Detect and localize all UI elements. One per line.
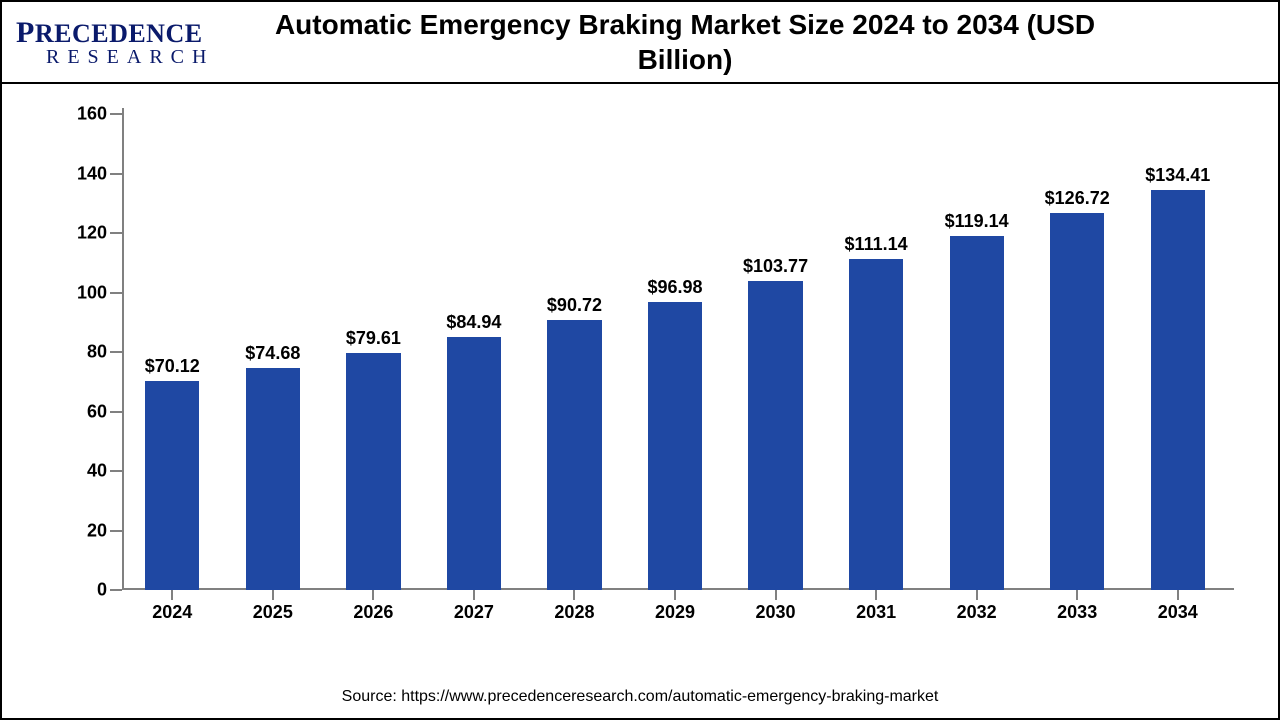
y-tick-label: 0 — [67, 580, 107, 601]
x-tick-label: 2030 — [756, 602, 796, 623]
x-tick — [976, 590, 978, 600]
y-tick-label: 160 — [67, 104, 107, 125]
chart-zone: 020406080100120140160 $70.122024$74.6820… — [2, 84, 1278, 680]
y-tick — [110, 232, 122, 234]
y-tick-label: 20 — [67, 520, 107, 541]
bar-value-label: $74.68 — [245, 343, 300, 364]
bar-slot: $126.722033 — [1027, 114, 1128, 590]
bar-slot: $74.682025 — [223, 114, 324, 590]
bar-value-label: $84.94 — [446, 312, 501, 333]
header-row: PRECEDENCE RESEARCH Automatic Emergency … — [2, 2, 1278, 84]
bar-value-label: $79.61 — [346, 328, 401, 349]
y-tick-label: 40 — [67, 461, 107, 482]
y-tick-label: 100 — [67, 282, 107, 303]
x-tick — [1076, 590, 1078, 600]
y-tick — [110, 351, 122, 353]
y-tick — [110, 589, 122, 591]
bar-rect — [648, 302, 702, 591]
x-tick-label: 2029 — [655, 602, 695, 623]
bar-value-label: $70.12 — [145, 356, 200, 377]
bar-rect — [849, 259, 903, 590]
brand-logo: PRECEDENCE RESEARCH — [16, 12, 226, 72]
bar-slot: $134.412034 — [1127, 114, 1228, 590]
bar-rect — [145, 381, 199, 590]
y-tick — [110, 113, 122, 115]
x-tick-label: 2033 — [1057, 602, 1097, 623]
bar-slot: $111.142031 — [826, 114, 927, 590]
bar-slot: $96.982029 — [625, 114, 726, 590]
y-tick — [110, 530, 122, 532]
y-tick — [110, 292, 122, 294]
bar-rect — [950, 236, 1004, 590]
logo-line1: PRECEDENCE — [16, 16, 226, 50]
bar-slot: $90.722028 — [524, 114, 625, 590]
logo-line2: RESEARCH — [16, 46, 226, 69]
chart-title: Automatic Emergency Braking Market Size … — [226, 7, 1144, 77]
y-tick-label: 120 — [67, 223, 107, 244]
y-tick — [110, 411, 122, 413]
y-tick-label: 60 — [67, 401, 107, 422]
bar-value-label: $126.72 — [1045, 188, 1110, 209]
x-tick — [875, 590, 877, 600]
x-tick — [1177, 590, 1179, 600]
y-tick — [110, 470, 122, 472]
x-tick — [775, 590, 777, 600]
x-tick-label: 2026 — [353, 602, 393, 623]
x-tick — [674, 590, 676, 600]
x-tick-label: 2034 — [1158, 602, 1198, 623]
bar-rect — [1151, 190, 1205, 590]
plot-area: 020406080100120140160 $70.122024$74.6820… — [122, 114, 1228, 590]
bars-container: $70.122024$74.682025$79.612026$84.942027… — [122, 114, 1228, 590]
bar-rect — [346, 353, 400, 590]
logo-letter-p: P — [16, 16, 35, 49]
bar-rect — [547, 320, 601, 590]
bar-value-label: $119.14 — [945, 211, 1009, 232]
x-tick-label: 2031 — [856, 602, 896, 623]
x-tick-label: 2024 — [152, 602, 192, 623]
bar-slot: $70.122024 — [122, 114, 223, 590]
x-tick — [473, 590, 475, 600]
bar-rect — [246, 368, 300, 590]
x-tick — [372, 590, 374, 600]
bar-rect — [748, 281, 802, 590]
bar-value-label: $134.41 — [1145, 165, 1210, 186]
bar-value-label: $90.72 — [547, 295, 602, 316]
bar-slot: $79.612026 — [323, 114, 424, 590]
y-tick — [110, 173, 122, 175]
bar-slot: $84.942027 — [424, 114, 525, 590]
source-citation: Source: https://www.precedenceresearch.c… — [2, 680, 1278, 718]
x-tick-label: 2028 — [554, 602, 594, 623]
x-tick-label: 2032 — [957, 602, 997, 623]
x-tick — [272, 590, 274, 600]
logo-line1-rest: RECEDENCE — [35, 19, 203, 48]
x-tick-label: 2025 — [253, 602, 293, 623]
bar-rect — [447, 337, 501, 590]
chart-card: PRECEDENCE RESEARCH Automatic Emergency … — [0, 0, 1280, 720]
bar-slot: $103.772030 — [725, 114, 826, 590]
x-tick — [573, 590, 575, 600]
bar-value-label: $111.14 — [845, 234, 908, 255]
y-tick-label: 80 — [67, 342, 107, 363]
bar-value-label: $103.77 — [743, 256, 808, 277]
title-wrap: Automatic Emergency Braking Market Size … — [226, 7, 1264, 77]
bar-rect — [1050, 213, 1104, 590]
x-tick — [171, 590, 173, 600]
y-tick-label: 140 — [67, 163, 107, 184]
x-tick-label: 2027 — [454, 602, 494, 623]
bar-value-label: $96.98 — [647, 277, 702, 298]
bar-slot: $119.142032 — [926, 114, 1027, 590]
